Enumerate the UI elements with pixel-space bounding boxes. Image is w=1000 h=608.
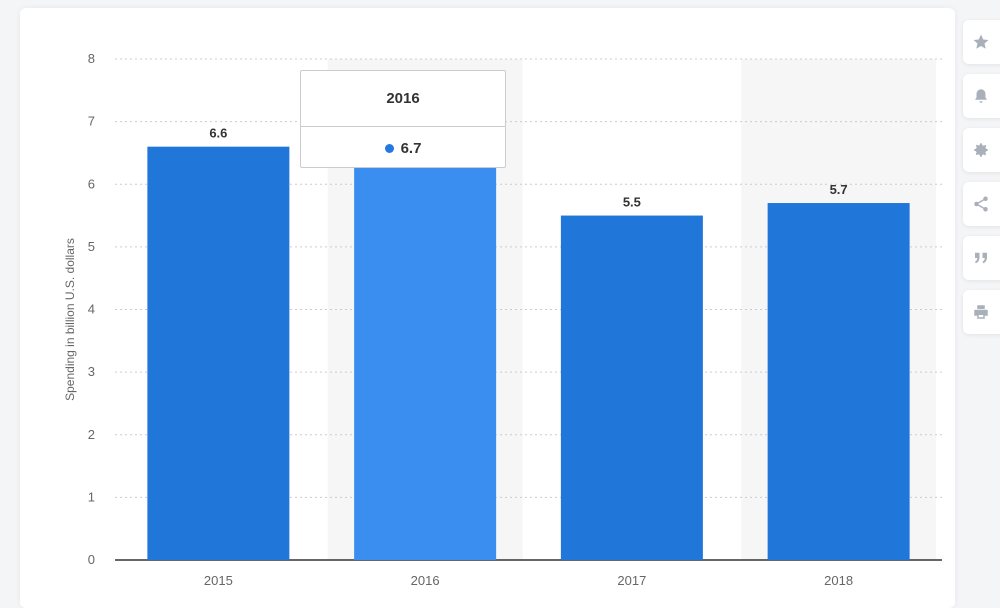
bar-value-label: 5.5 bbox=[623, 195, 641, 210]
y-tick-label: 4 bbox=[88, 302, 95, 317]
bar-value-label: 5.7 bbox=[830, 182, 848, 197]
bar bbox=[147, 146, 290, 561]
quote-icon bbox=[975, 252, 987, 264]
favorite-button[interactable] bbox=[963, 20, 1000, 64]
y-tick-label: 1 bbox=[88, 489, 95, 504]
y-tick-label: 8 bbox=[88, 51, 95, 66]
x-tick-label: 2016 bbox=[411, 573, 440, 588]
y-tick-label: 2 bbox=[88, 427, 95, 442]
y-tick-label: 7 bbox=[88, 114, 95, 129]
bell-icon bbox=[975, 89, 987, 103]
y-tick-label: 5 bbox=[88, 239, 95, 254]
y-axis-title: Spending in billion U.S. dollars bbox=[63, 238, 77, 401]
tooltip-title: 2016 bbox=[301, 71, 505, 127]
y-tick-label: 3 bbox=[88, 364, 95, 379]
cite-button[interactable] bbox=[963, 236, 1000, 280]
share-button[interactable] bbox=[963, 182, 1000, 226]
print-button[interactable] bbox=[963, 290, 1000, 334]
settings-button[interactable] bbox=[963, 128, 1000, 172]
share-icon bbox=[974, 196, 988, 212]
x-tick-label: 2018 bbox=[824, 573, 853, 588]
tooltip-value: 6.7 bbox=[400, 139, 422, 157]
chart-tooltip: 2016 6.7 bbox=[300, 70, 506, 168]
star-icon bbox=[973, 34, 989, 49]
sidebar-toolbar bbox=[963, 20, 1000, 344]
bar bbox=[560, 215, 703, 560]
y-tick-label: 0 bbox=[88, 552, 95, 567]
series-dot-icon bbox=[384, 143, 394, 153]
bar bbox=[767, 203, 910, 560]
tooltip-value-row: 6.7 bbox=[301, 127, 505, 169]
x-tick-label: 2017 bbox=[617, 573, 646, 588]
gear-icon bbox=[974, 143, 988, 157]
notification-button[interactable] bbox=[963, 74, 1000, 118]
bar bbox=[354, 140, 497, 560]
y-tick-label: 6 bbox=[88, 176, 95, 191]
print-icon bbox=[974, 305, 988, 319]
bar-value-label: 6.6 bbox=[209, 126, 227, 141]
x-tick-label: 2015 bbox=[204, 573, 233, 588]
